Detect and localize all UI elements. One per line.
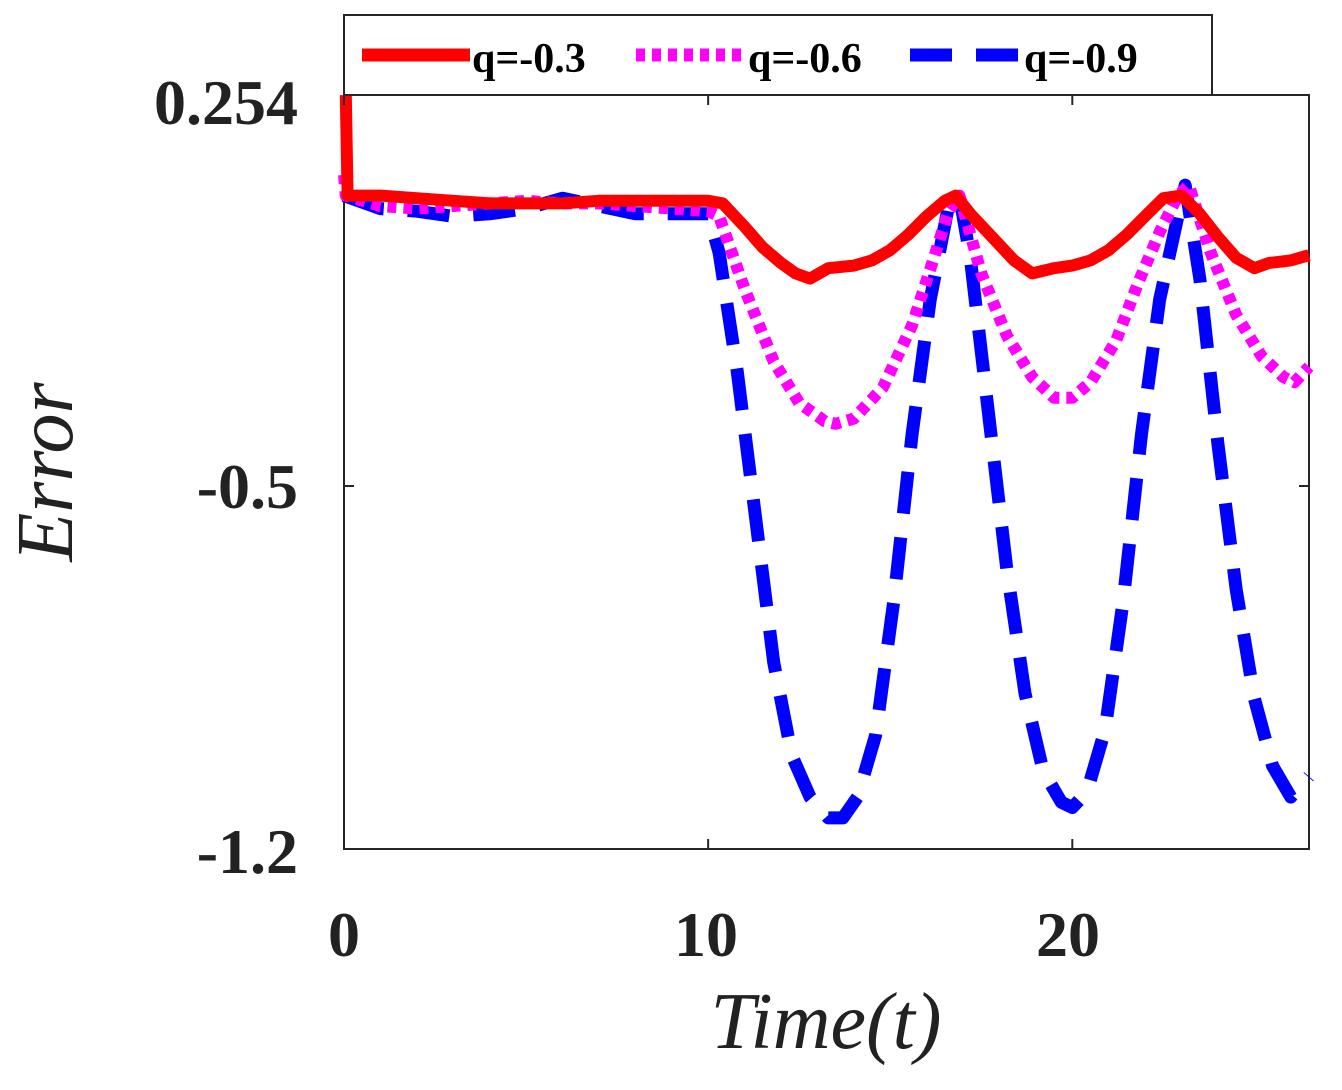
x-axis-title: Time(t)	[710, 978, 941, 1066]
y-tick-label-minus-1-2: -1.2	[197, 816, 298, 887]
series-layer	[338, 89, 1314, 825]
x-tick-label-10: 10	[674, 899, 738, 970]
legend-label-q-0-9: q=-0.9	[1024, 36, 1138, 82]
legend-label-q-0-3: q=-0.3	[472, 36, 586, 82]
series-line-q-0-3	[339, 89, 1311, 285]
y-tick-label-minus-0-5: -0.5	[197, 451, 298, 522]
x-tick-label-0: 0	[328, 899, 360, 970]
x-tick-label-20: 20	[1036, 899, 1100, 970]
series-line-q-0-9	[341, 178, 1314, 825]
y-axis-title: Error	[2, 381, 90, 562]
y-tick-label-0254: 0.254	[154, 67, 298, 138]
legend: q=-0.3 q=-0.6 q=-0.9	[343, 14, 1213, 96]
legend-box	[343, 14, 1213, 96]
legend-label-q-0-6: q=-0.6	[748, 36, 862, 82]
